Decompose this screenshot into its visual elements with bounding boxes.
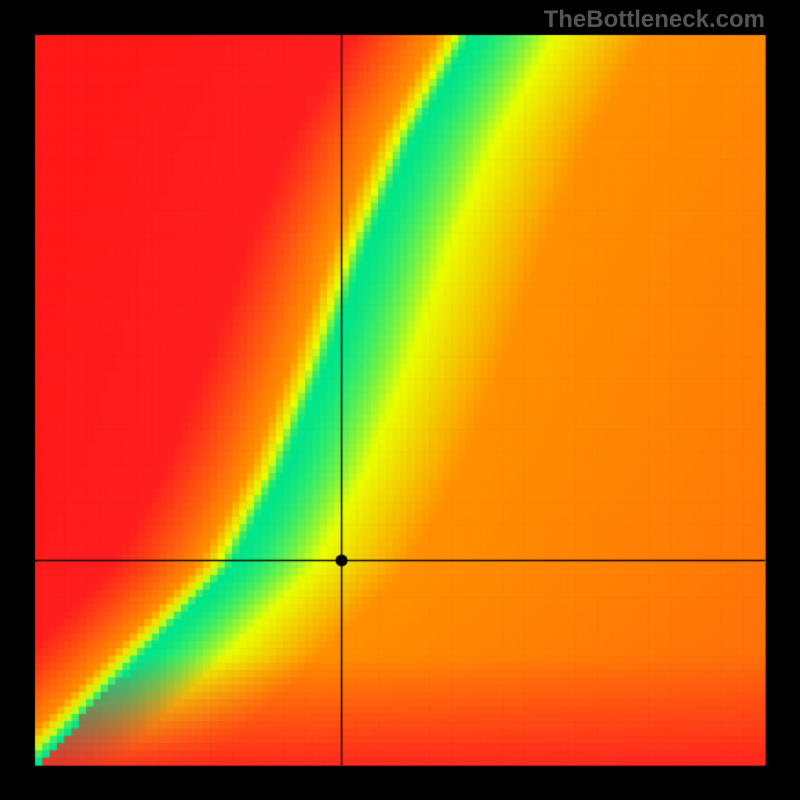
chart-container: TheBottleneck.com (0, 0, 800, 800)
heatmap-canvas (0, 0, 800, 800)
watermark-text: TheBottleneck.com (544, 6, 765, 34)
